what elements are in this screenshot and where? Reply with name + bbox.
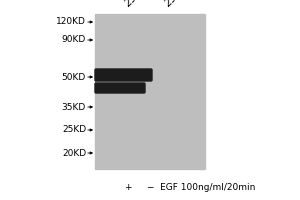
Text: 50KD: 50KD <box>62 72 86 82</box>
Text: 293: 293 <box>163 0 184 8</box>
Text: 293: 293 <box>123 0 144 8</box>
Text: 20KD: 20KD <box>62 148 86 158</box>
Text: 90KD: 90KD <box>62 36 86 45</box>
FancyBboxPatch shape <box>95 69 152 81</box>
Text: +     −  EGF 100ng/ml/20min: + − EGF 100ng/ml/20min <box>125 183 255 192</box>
Text: 25KD: 25KD <box>62 126 86 134</box>
FancyBboxPatch shape <box>95 83 145 93</box>
Text: 35KD: 35KD <box>62 102 86 112</box>
Bar <box>95 14 205 169</box>
Text: 120KD: 120KD <box>56 18 86 26</box>
